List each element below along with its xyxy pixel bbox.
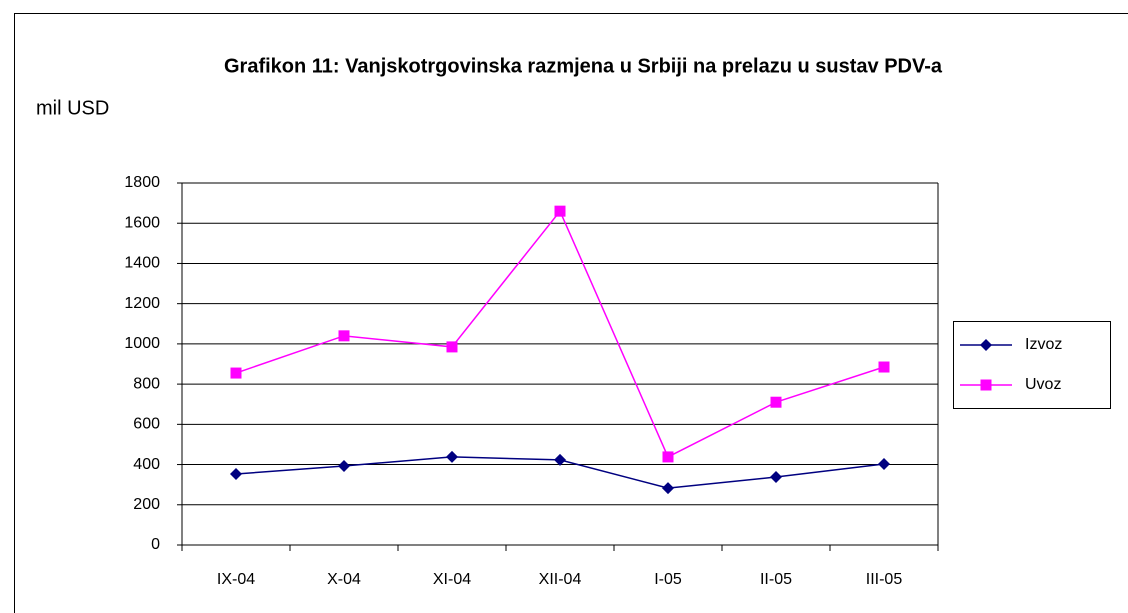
legend-label: Izvoz bbox=[1025, 336, 1062, 353]
marker bbox=[662, 482, 674, 495]
legend-label: Uvoz bbox=[1025, 376, 1061, 393]
marker bbox=[338, 459, 350, 472]
x-tick-label: XII-04 bbox=[539, 571, 582, 588]
legend-box bbox=[953, 321, 1111, 409]
x-tick-label: II-05 bbox=[760, 571, 792, 588]
x-tick-label: X-04 bbox=[327, 571, 361, 588]
y-tick-label: 1000 bbox=[124, 335, 160, 352]
y-tick-label: 1600 bbox=[124, 214, 160, 231]
legend-marker bbox=[980, 339, 992, 351]
y-tick-label: 1400 bbox=[124, 255, 160, 272]
marker bbox=[662, 451, 674, 463]
marker bbox=[554, 205, 566, 217]
y-axis-label: mil USD bbox=[36, 97, 109, 119]
y-tick-label: 600 bbox=[133, 416, 160, 433]
marker bbox=[554, 453, 566, 466]
x-tick-label: XI-04 bbox=[433, 571, 471, 588]
marker bbox=[878, 361, 890, 373]
y-tick-label: 800 bbox=[133, 375, 160, 392]
y-tick-label: 0 bbox=[151, 536, 160, 553]
legend-marker bbox=[980, 379, 992, 391]
marker bbox=[230, 367, 242, 379]
marker bbox=[446, 341, 458, 353]
marker bbox=[770, 396, 782, 408]
chart-frame bbox=[14, 13, 1128, 613]
y-tick-label: 1800 bbox=[124, 174, 160, 191]
y-tick-label: 1200 bbox=[124, 295, 160, 312]
marker bbox=[446, 450, 458, 463]
marker bbox=[230, 468, 242, 481]
marker bbox=[338, 330, 350, 342]
x-tick-label: III-05 bbox=[866, 571, 903, 588]
x-tick-label: IX-04 bbox=[217, 571, 255, 588]
y-tick-label: 400 bbox=[133, 456, 160, 473]
x-tick-label: I-05 bbox=[654, 571, 682, 588]
chart-title: Grafikon 11: Vanjskotrgovinska razmjena … bbox=[224, 55, 943, 77]
marker bbox=[770, 471, 782, 484]
marker bbox=[878, 457, 890, 470]
y-tick-label: 200 bbox=[133, 496, 160, 513]
